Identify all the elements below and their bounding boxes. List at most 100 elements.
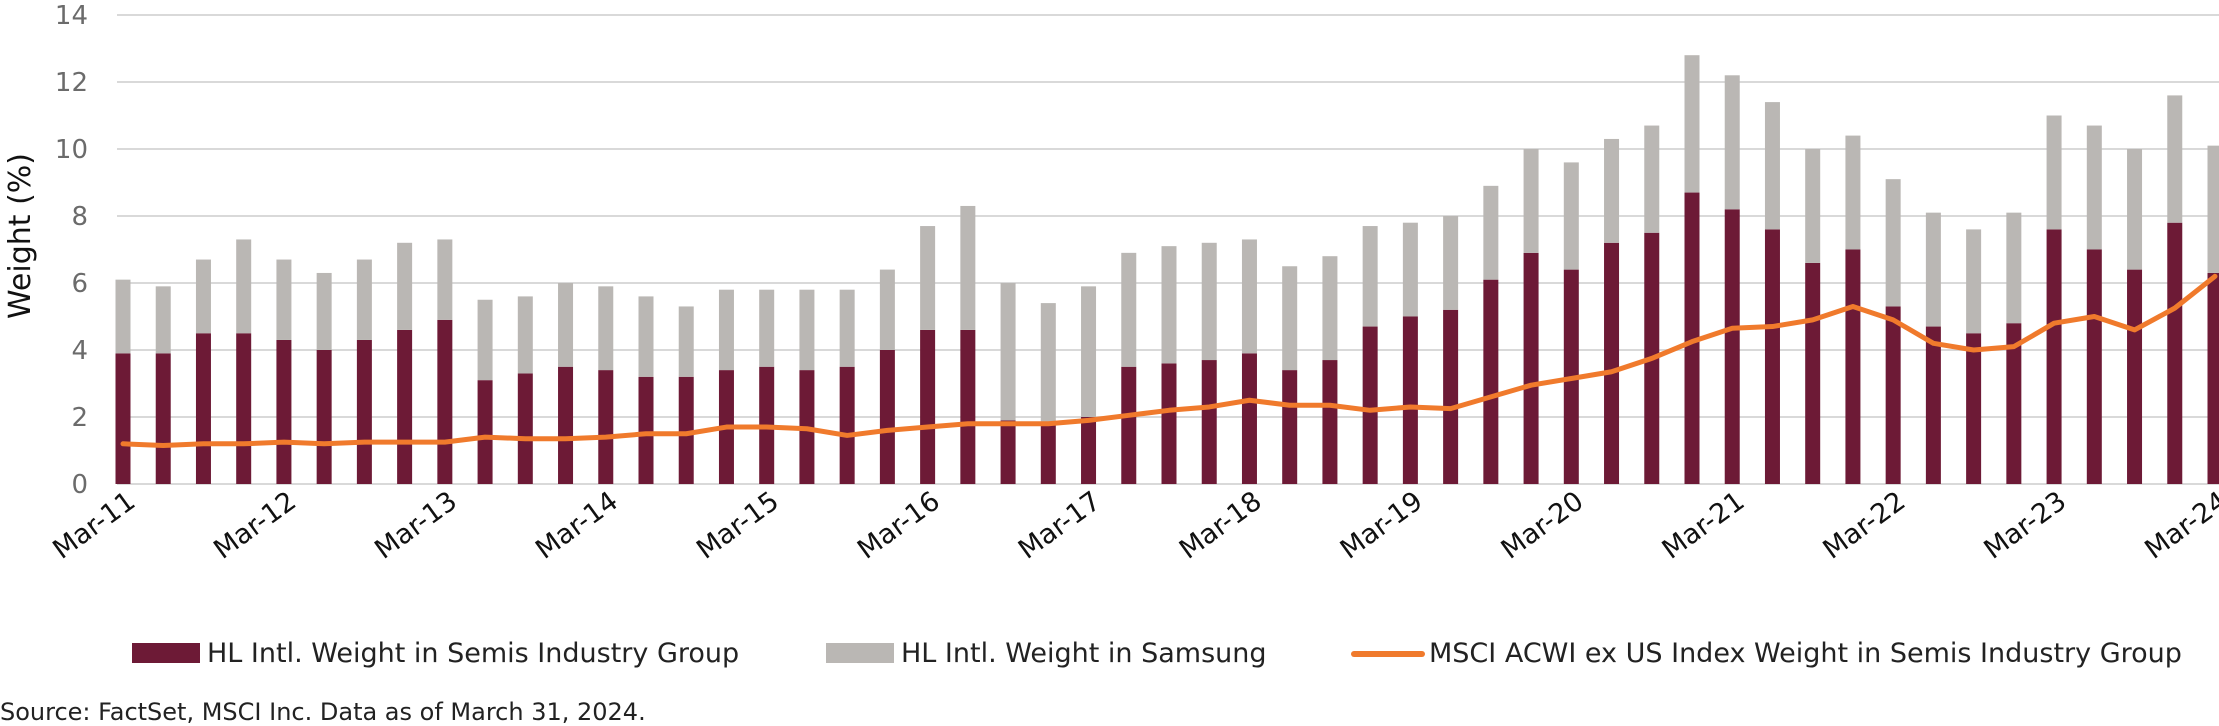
bar-semis: [2086, 249, 2102, 484]
bar-semis: [1724, 209, 1740, 485]
bar-semis: [477, 380, 493, 484]
bar-semis: [1483, 279, 1499, 484]
bar-semis: [1362, 326, 1378, 484]
y-tick-label: 6: [71, 269, 88, 299]
bar-semis: [1684, 192, 1700, 485]
bar-samsung: [1282, 266, 1298, 371]
bar-samsung: [678, 306, 694, 377]
bar-semis: [356, 339, 372, 484]
bar-samsung: [598, 286, 614, 371]
bar-samsung: [2006, 212, 2022, 324]
bar-samsung: [2046, 115, 2062, 230]
bar-semis: [1161, 363, 1177, 484]
bar-semis: [1925, 326, 1941, 484]
bar-semis: [839, 366, 855, 484]
y-tick-label: 12: [55, 68, 88, 98]
bar-samsung: [316, 272, 332, 350]
bar-semis: [558, 366, 574, 484]
bar-semis: [2127, 269, 2143, 484]
bar-semis: [1402, 316, 1418, 484]
bar-samsung: [1241, 239, 1257, 354]
bar-semis: [316, 350, 332, 484]
bar-samsung: [1563, 162, 1579, 270]
bar-samsung: [1443, 216, 1459, 310]
bar-samsung: [1684, 55, 1700, 193]
bar-samsung: [1604, 138, 1620, 243]
bar-samsung: [1000, 283, 1016, 421]
bar-samsung: [879, 269, 895, 350]
y-axis-label: Weight (%): [3, 153, 38, 319]
bar-semis: [2207, 272, 2219, 484]
bars: [115, 55, 2219, 485]
bar-samsung: [1724, 75, 1740, 210]
bar-semis: [638, 376, 654, 484]
msci-index-line: [120, 273, 2218, 448]
bar-semis: [195, 333, 211, 484]
x-tick-label: Mar-22: [1818, 486, 1912, 566]
bar-samsung: [1805, 149, 1821, 263]
bar-semis: [517, 373, 533, 484]
x-tick-label: Mar-23: [1978, 486, 2072, 566]
bar-semis: [879, 350, 895, 484]
bar-semis: [2046, 229, 2062, 484]
bar-semis: [276, 339, 292, 484]
bar-samsung: [437, 239, 453, 320]
bar-samsung: [155, 286, 171, 354]
bar-samsung: [2207, 145, 2219, 273]
bar-samsung: [718, 289, 734, 371]
x-tick-label: Mar-21: [1657, 486, 1751, 566]
bar-samsung: [276, 259, 292, 340]
y-tick-label: 10: [55, 135, 88, 165]
bar-semis: [1121, 366, 1137, 484]
bar-samsung: [799, 289, 815, 371]
bar-semis: [598, 370, 614, 484]
bar-samsung: [1362, 226, 1378, 327]
bar-samsung: [1402, 222, 1418, 317]
bar-semis: [960, 329, 976, 484]
x-tick-label: Mar-18: [1174, 486, 1268, 566]
legend-swatch-semis: [132, 643, 200, 663]
bar-semis: [1805, 262, 1821, 484]
bar-semis: [437, 319, 453, 484]
y-tick-label: 8: [71, 202, 88, 232]
bar-samsung: [960, 205, 976, 330]
bar-semis: [397, 329, 413, 484]
bar-semis: [1523, 252, 1539, 484]
bar-semis: [1764, 229, 1780, 484]
bar-semis: [2006, 323, 2022, 484]
x-tick-label: Mar-11: [47, 486, 141, 566]
bar-samsung: [517, 296, 533, 374]
x-tick-label: Mar-13: [369, 486, 463, 566]
bar-semis: [1040, 423, 1056, 484]
bar-samsung: [1523, 149, 1539, 253]
bar-samsung: [638, 296, 654, 377]
bar-semis: [1000, 420, 1016, 484]
y-tick-label: 14: [55, 1, 88, 31]
bar-semis: [1604, 242, 1620, 484]
bar-semis: [1241, 353, 1257, 484]
bar-samsung: [1161, 246, 1177, 364]
bar-samsung: [1121, 252, 1137, 367]
x-tick-label: Mar-15: [691, 486, 785, 566]
bar-samsung: [1081, 286, 1097, 417]
y-tick-label: 2: [71, 403, 88, 433]
bar-samsung: [920, 226, 936, 330]
x-tick-label: Mar-20: [1496, 486, 1590, 566]
bar-semis: [1966, 333, 1982, 484]
bar-semis: [1443, 309, 1459, 484]
bar-samsung: [839, 289, 855, 367]
legend-label-samsung: HL Intl. Weight in Samsung: [901, 638, 1267, 669]
legend-label-semis: HL Intl. Weight in Semis Industry Group: [207, 638, 739, 669]
bar-semis: [1081, 417, 1097, 484]
bar-samsung: [1925, 212, 1941, 327]
bar-samsung: [195, 259, 211, 334]
bar-semis: [115, 353, 131, 484]
bar-semis: [155, 353, 171, 484]
bar-semis: [1201, 360, 1217, 484]
legend-label-msci: MSCI ACWI ex US Index Weight in Semis In…: [1429, 638, 2182, 669]
bar-semis: [236, 333, 252, 484]
bar-samsung: [759, 289, 775, 367]
x-tick-label: Mar-17: [1013, 486, 1107, 566]
bar-samsung: [1764, 102, 1780, 230]
